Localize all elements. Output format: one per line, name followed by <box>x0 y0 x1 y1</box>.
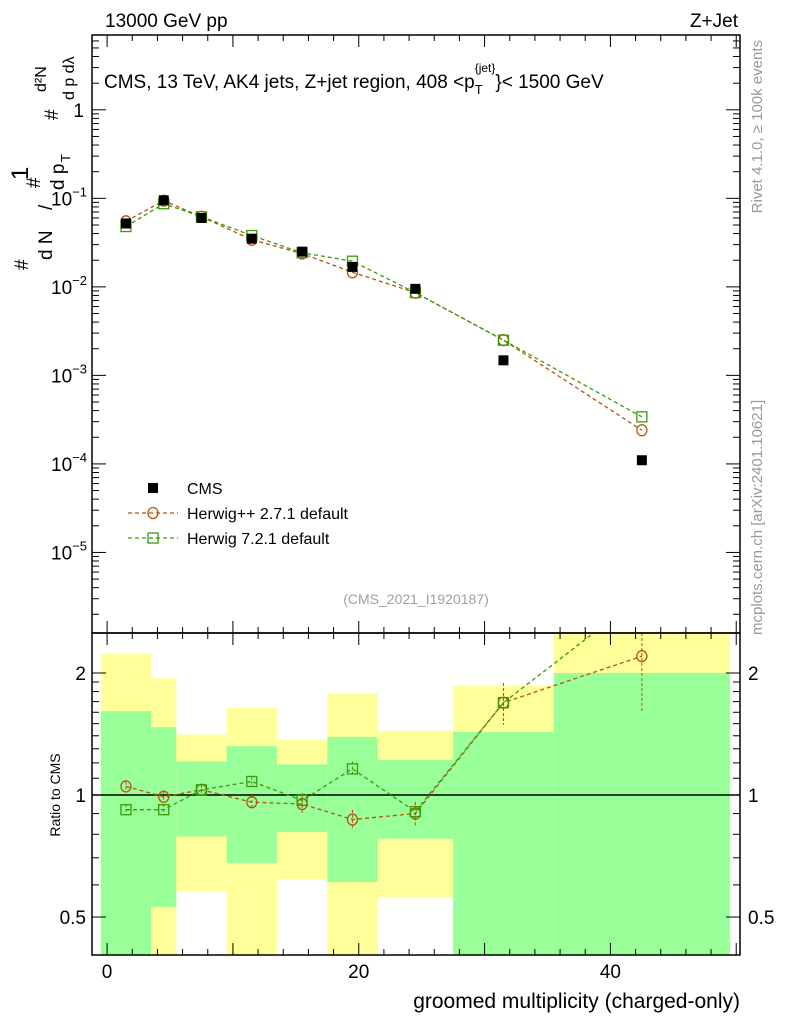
stat-uncertainty-band <box>377 760 454 839</box>
x-tick-label: 40 <box>600 962 621 983</box>
analysis-watermark: (CMS_2021_I1920187) <box>343 591 489 607</box>
stat-uncertainty-band <box>327 737 378 883</box>
legend-marker-herwig-7-2-1-default <box>147 532 159 544</box>
ratio-point-herwig-7-2-1-default <box>158 804 170 816</box>
ratio-point-herwig-7-2-1-default <box>296 794 308 807</box>
legend-label-cms: CMS <box>187 481 223 498</box>
ratio-point-herwig-7-2-1-default <box>497 696 510 709</box>
ratio-point-herwig-2-7-1-default <box>346 813 359 826</box>
stat-uncertainty-band <box>176 761 227 837</box>
ratio-y-tick-label-right: 0.5 <box>748 908 774 929</box>
svg-text:1: 1 <box>7 167 34 180</box>
ratio-y-tick-label-right: 1 <box>748 786 759 807</box>
svg-text:#: # <box>24 177 45 188</box>
point-cms <box>297 246 308 257</box>
svg-text:d p dλ: d p dλ <box>61 56 78 100</box>
ratio-bands <box>92 633 740 955</box>
mcplots-label: mcplots.cern.ch [arXiv:2401.10621] <box>749 400 766 635</box>
x-axis-label: groomed multiplicity (charged-only) <box>413 990 740 1013</box>
point-herwig-2-7-1-default <box>497 334 510 347</box>
y-tick-label: 10−4 <box>51 450 87 476</box>
plot-title: CMS, 13 TeV, AK4 jets, Z+jet region, 408… <box>104 61 604 97</box>
legend-label-herwig-2-7-1-default: Herwig++ 2.7.1 default <box>187 506 349 523</box>
ratio-point-herwig-7-2-1-default <box>346 763 359 775</box>
svg-text:d N: d N <box>36 230 57 260</box>
y-tick-label: 10−3 <box>51 361 87 387</box>
point-cms <box>120 218 131 229</box>
legend-label-herwig-7-2-1-default: Herwig 7.2.1 default <box>187 531 330 548</box>
point-cms <box>498 355 509 366</box>
y-tick-label: 1 <box>73 101 84 122</box>
ratio-y-tick-label-right: 2 <box>748 664 759 685</box>
ratio-point-herwig-7-2-1-default <box>409 805 422 818</box>
legend-marker-cms <box>148 483 158 493</box>
point-cms <box>246 233 257 244</box>
axes: 0 20 40 1 10−1 10−2 10−3 10−4 10−5 0.5 0.5 1 1 2 2 <box>51 34 774 983</box>
ratio-point-herwig-7-2-1-default <box>120 804 132 816</box>
y-tick-label: 10−2 <box>51 273 87 299</box>
svg-text:d²N: d²N <box>33 66 50 92</box>
ratio-point-herwig-2-7-1-default <box>246 796 258 809</box>
svg-text:T: T <box>58 154 73 162</box>
ratio-y-tick-label: 2 <box>75 664 86 685</box>
header-left: 13000 GeV pp <box>105 11 228 32</box>
point-herwig-7-2-1-default <box>636 411 648 423</box>
legend-marker-herwig-2-7-1-default <box>147 506 159 520</box>
data-marks <box>120 194 648 830</box>
ratio-frame <box>91 632 741 956</box>
point-cms <box>196 212 207 223</box>
ratio-point-herwig-7-2-1-default <box>246 775 258 788</box>
y-tick-label: 10−5 <box>51 538 87 564</box>
x-tick-label: 20 <box>348 962 369 983</box>
ratio-point-herwig-2-7-1-default <box>120 780 132 793</box>
stat-uncertainty-band <box>100 711 152 955</box>
ratio-line-herwig-2-7-1-default <box>125 655 643 821</box>
ratio-y-tick-label: 0.5 <box>60 908 86 929</box>
legend: CMS Herwig++ 2.7.1 default Herwig 7.2.1 de… <box>128 481 349 548</box>
ratio-point-herwig-2-7-1-default <box>636 650 648 663</box>
main-ylabel: # 1 d N / # d p T # d²N d p dλ <box>7 56 78 270</box>
y-tick-label: 10−1 <box>51 184 87 210</box>
point-cms <box>347 261 358 272</box>
x-tick-label: 0 <box>102 962 113 983</box>
ratio-ylabel: Ratio to CMS <box>47 753 63 836</box>
line-herwig-7-2-1-default <box>125 202 643 418</box>
stat-uncertainty-band <box>151 727 177 907</box>
svg-text:d p: d p <box>48 164 69 190</box>
rivet-version-label: Rivet 4.1.0, ≥ 100k events <box>749 40 766 213</box>
svg-text:#: # <box>12 259 33 270</box>
line-herwig-2-7-1-default <box>125 199 643 431</box>
stat-uncertainty-band <box>453 732 554 955</box>
ratio-point-herwig-2-7-1-default <box>158 790 170 803</box>
point-herwig-2-7-1-default <box>636 424 648 437</box>
point-cms <box>410 283 421 294</box>
ratio-series <box>120 633 648 830</box>
header-right: Z+Jet <box>690 11 739 32</box>
point-cms <box>636 455 647 466</box>
point-cms <box>158 195 169 206</box>
stat-uncertainty-band <box>226 746 277 863</box>
point-herwig-7-2-1-default <box>497 334 510 346</box>
svg-text:#: # <box>42 109 63 120</box>
stat-uncertainty-band <box>553 672 730 955</box>
svg-text:/: / <box>36 204 57 210</box>
ratio-point-herwig-7-2-1-default <box>195 784 208 796</box>
ratio-y-tick-label: 1 <box>75 786 86 807</box>
